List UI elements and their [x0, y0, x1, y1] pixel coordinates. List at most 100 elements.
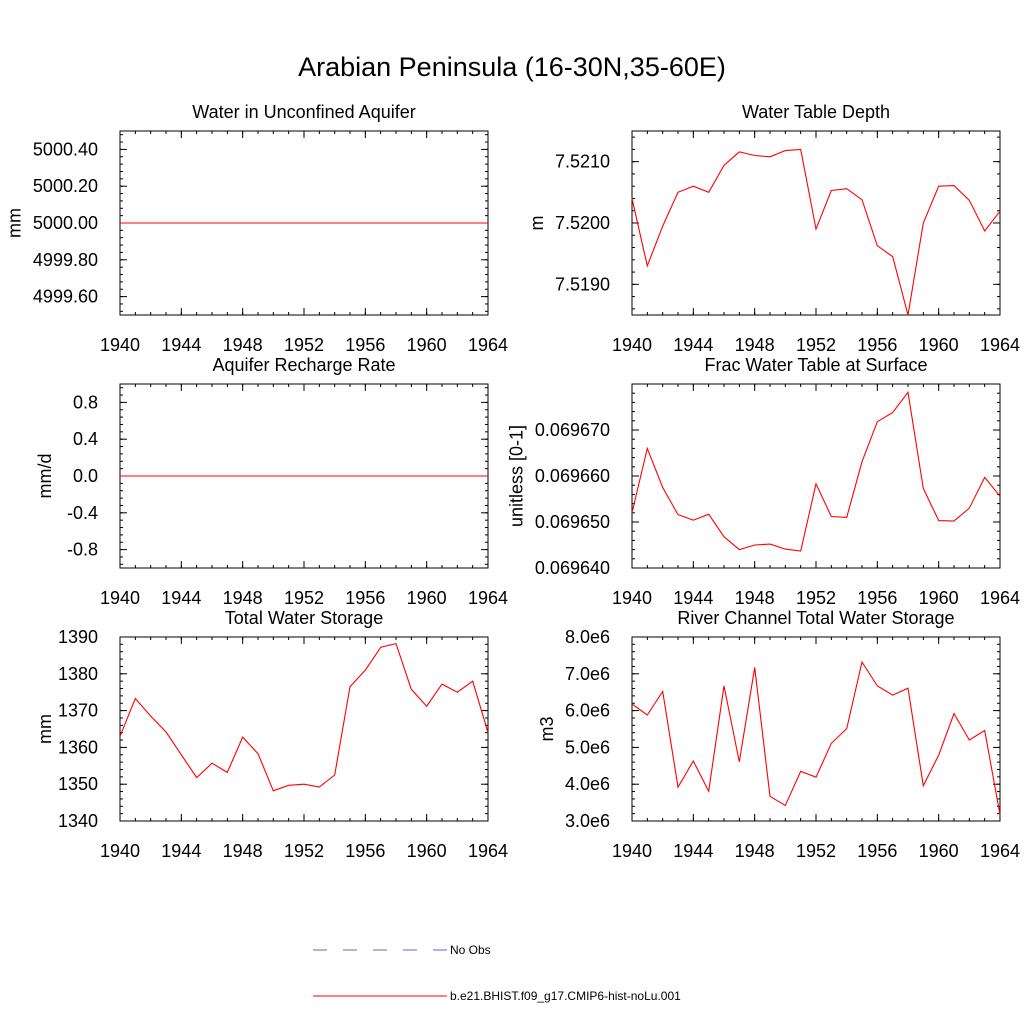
- x-tick-label: 1940: [612, 841, 652, 861]
- x-tick-label: 1944: [673, 588, 713, 608]
- y-tick-label: 7.5200: [555, 213, 610, 233]
- x-tick-label: 1964: [468, 335, 508, 355]
- x-tick-label: 1952: [284, 841, 324, 861]
- legend-label: b.e21.BHIST.f09_g17.CMIP6-hist-noLu.001: [450, 989, 681, 1003]
- y-tick-label: 4.0e6: [565, 774, 610, 794]
- y-tick-label: 0.069650: [535, 512, 610, 532]
- x-tick-label: 1960: [407, 841, 447, 861]
- y-tick-label: 4999.60: [33, 287, 98, 307]
- y-tick-label: 5000.00: [33, 213, 98, 233]
- y-axis-label: m3: [537, 716, 557, 741]
- y-tick-label: 5000.40: [33, 139, 98, 159]
- x-tick-label: 1944: [161, 335, 201, 355]
- y-tick-label: 0.069670: [535, 420, 610, 440]
- x-tick-label: 1960: [407, 588, 447, 608]
- panel-6: River Channel Total Water Storage 1940 194…: [537, 608, 1020, 861]
- x-tick-label: 1960: [919, 335, 959, 355]
- plot-frame: [631, 383, 1001, 569]
- x-tick-label: 1952: [796, 841, 836, 861]
- x-tick-label: 1948: [735, 588, 775, 608]
- x-tick-label: 1952: [796, 335, 836, 355]
- x-tick-label: 1948: [223, 335, 263, 355]
- legend-label: No Obs: [450, 943, 491, 957]
- plot-frame: [631, 636, 1001, 822]
- panel-title: River Channel Total Water Storage: [677, 608, 954, 628]
- y-tick-label: 4999.80: [33, 250, 98, 270]
- x-tick-label: 1960: [919, 588, 959, 608]
- x-tick-label: 1944: [673, 841, 713, 861]
- y-tick-label: 1340: [58, 811, 98, 831]
- panel-title: Water Table Depth: [742, 102, 890, 122]
- figure-title: Arabian Peninsula (16-30N,35-60E): [298, 52, 726, 82]
- y-tick-label: 1390: [58, 627, 98, 647]
- x-tick-label: 1960: [919, 841, 959, 861]
- x-tick-label: 1964: [468, 841, 508, 861]
- x-tick-label: 1956: [857, 588, 897, 608]
- y-tick-label: 8.0e6: [565, 627, 610, 647]
- y-tick-label: 0.4: [73, 429, 98, 449]
- y-tick-label: 0.069660: [535, 466, 610, 486]
- y-axis-label: m: [527, 216, 547, 231]
- panel-1: Water in Unconfined Aquifer 1940 1944 1948 1…: [5, 102, 508, 355]
- y-tick-label: 5.0e6: [565, 737, 610, 757]
- y-tick-label: 0.8: [73, 392, 98, 412]
- panel-title: Frac Water Table at Surface: [704, 355, 927, 375]
- x-tick-label: 1956: [345, 335, 385, 355]
- y-tick-label: 0.069640: [535, 558, 610, 578]
- panel-title: Total Water Storage: [225, 608, 383, 628]
- x-tick-label: 1956: [345, 841, 385, 861]
- x-tick-label: 1964: [468, 588, 508, 608]
- y-tick-label: 0.0: [73, 466, 98, 486]
- x-tick-label: 1944: [161, 588, 201, 608]
- x-tick-label: 1940: [612, 335, 652, 355]
- x-tick-label: 1964: [980, 335, 1020, 355]
- y-tick-label: 3.0e6: [565, 811, 610, 831]
- y-tick-label: -0.4: [67, 503, 98, 523]
- panel-2: Water Table Depth 1940 1944 1948 1952 1956 196…: [527, 102, 1020, 355]
- x-tick-label: 1956: [857, 335, 897, 355]
- y-tick-label: 1350: [58, 774, 98, 794]
- panel-3: Aquifer Recharge Rate 1940 1944 1948 1952 195…: [35, 355, 508, 608]
- x-tick-label: 1952: [284, 335, 324, 355]
- x-tick-label: 1960: [407, 335, 447, 355]
- y-tick-label: 6.0e6: [565, 701, 610, 721]
- x-tick-label: 1940: [612, 588, 652, 608]
- x-tick-label: 1940: [100, 841, 140, 861]
- y-tick-label: 7.5190: [555, 274, 610, 294]
- x-tick-label: 1952: [796, 588, 836, 608]
- legend: No Obs b.e21.BHIST.f09_g17.CMIP6-hist-noL…: [313, 943, 681, 1003]
- series-line: [631, 148, 1001, 316]
- x-tick-label: 1964: [980, 588, 1020, 608]
- y-axis-label: mm/d: [35, 454, 55, 499]
- panel-title: Water in Unconfined Aquifer: [192, 102, 415, 122]
- x-tick-label: 1944: [673, 335, 713, 355]
- series-line: [119, 642, 489, 792]
- y-tick-label: 5000.20: [33, 176, 98, 196]
- series-line: [631, 390, 1001, 552]
- panel-title: Aquifer Recharge Rate: [212, 355, 395, 375]
- y-axis-label: unitless [0-1]: [506, 425, 526, 527]
- x-tick-label: 1948: [735, 841, 775, 861]
- plot-frame: [119, 636, 489, 822]
- panel-5: Total Water Storage 1940 1944 1948 1952 1956 1…: [35, 608, 508, 861]
- y-tick-label: 7.0e6: [565, 664, 610, 684]
- series-line: [631, 660, 1001, 815]
- x-tick-label: 1956: [345, 588, 385, 608]
- y-axis-label: mm: [5, 208, 25, 238]
- y-tick-label: -0.8: [67, 540, 98, 560]
- y-tick-label: 1380: [58, 664, 98, 684]
- x-tick-label: 1944: [161, 841, 201, 861]
- x-tick-label: 1948: [223, 588, 263, 608]
- y-tick-label: 1360: [58, 737, 98, 757]
- plot-frame: [631, 130, 1001, 316]
- x-tick-label: 1956: [857, 841, 897, 861]
- y-tick-label: 7.5210: [555, 152, 610, 172]
- x-tick-label: 1964: [980, 841, 1020, 861]
- x-tick-label: 1952: [284, 588, 324, 608]
- panel-4: Frac Water Table at Surface 1940 1944 1948 1…: [506, 355, 1020, 608]
- y-tick-label: 1370: [58, 701, 98, 721]
- x-tick-label: 1940: [100, 588, 140, 608]
- x-tick-label: 1940: [100, 335, 140, 355]
